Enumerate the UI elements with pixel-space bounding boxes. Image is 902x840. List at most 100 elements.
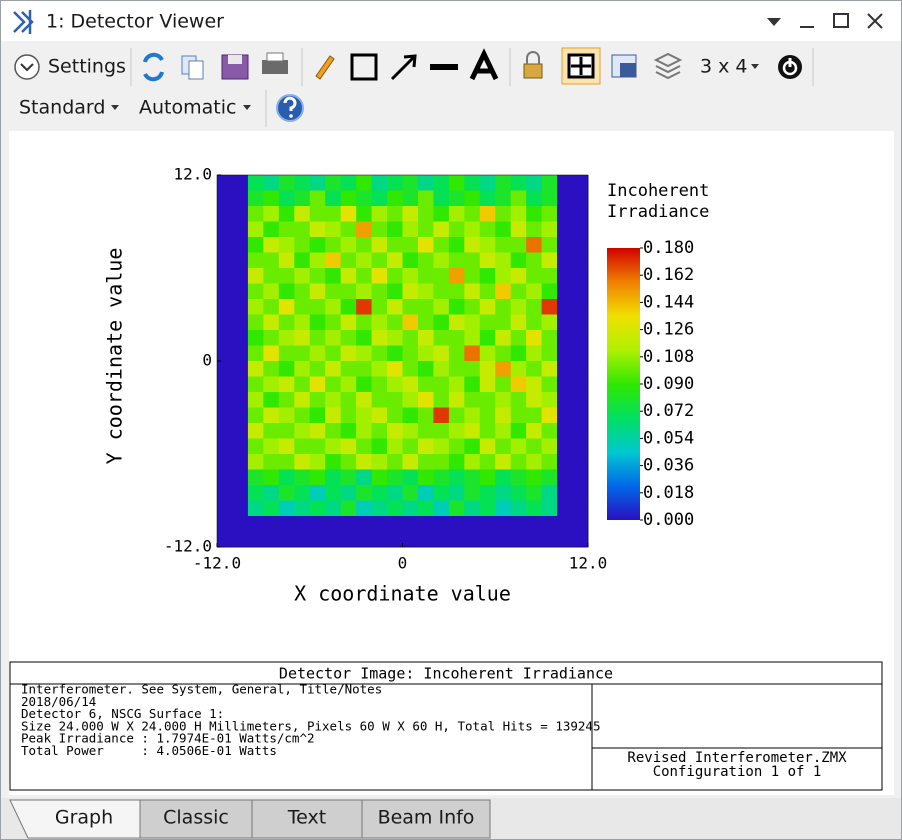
- heatmap-cell: [263, 330, 280, 346]
- heatmap-cell: [309, 376, 326, 393]
- heatmap-cell: [263, 221, 280, 238]
- heatmap-cell: [217, 206, 233, 222]
- colorbar-tick-label: 0.126: [643, 320, 694, 340]
- heatmap-cell: [479, 206, 496, 222]
- heatmap-cell: [417, 361, 434, 377]
- minimize-btn[interactable]: [800, 26, 814, 28]
- tab-label: Text: [287, 807, 326, 829]
- rect-btn[interactable]: [350, 53, 378, 81]
- heatmap-cell: [402, 252, 419, 269]
- maximize-btn[interactable]: [833, 13, 849, 28]
- heatmap-cell: [278, 252, 295, 269]
- heatmap-cell: [387, 392, 403, 408]
- heatmap-cell: [464, 221, 481, 238]
- automatic-dropdown[interactable]: Automatic: [139, 97, 236, 119]
- heatmap-cell: [526, 531, 543, 548]
- heatmap-cell: [433, 252, 450, 269]
- heatmap-cell: [263, 423, 280, 439]
- heatmap-cell: [526, 392, 543, 408]
- heatmap-cell: [557, 283, 573, 300]
- heatmap-cell: [572, 500, 589, 517]
- layers-btn[interactable]: [653, 52, 683, 80]
- heatmap-cell: [371, 516, 388, 532]
- heatmap-cell: [572, 423, 589, 439]
- heatmap-cell: [278, 469, 295, 486]
- heatmap-cell: [495, 516, 512, 532]
- close-btn[interactable]: [867, 13, 883, 29]
- tab[interactable]: [361, 799, 491, 839]
- heatmap-cell: [325, 438, 342, 455]
- heatmap-cell: [356, 299, 372, 315]
- heatmap-cell: [557, 531, 573, 548]
- heatmap-cell: [325, 252, 342, 269]
- pencil-btn[interactable]: [315, 55, 335, 80]
- heatmap-cell: [371, 376, 388, 393]
- heatmap-cell: [309, 438, 326, 455]
- heatmap-cell: [340, 376, 357, 393]
- heatmap-cell: [557, 469, 573, 486]
- layout-caret: [751, 64, 759, 69]
- heatmap-cell: [495, 175, 512, 191]
- standard-dropdown[interactable]: Standard: [19, 97, 105, 119]
- grid-icon-cross: [571, 57, 591, 75]
- heatmap-cell: [309, 314, 326, 331]
- heatmap-cell: [217, 438, 233, 455]
- heatmap-cell: [541, 283, 558, 300]
- heatmap-cell: [263, 531, 280, 548]
- heatmap-cell: [510, 299, 527, 315]
- heatmap-cell: [572, 469, 589, 486]
- heatmap-cell: [402, 299, 419, 315]
- settings-chevron: [20, 63, 34, 72]
- heatmap-cell: [294, 485, 311, 501]
- colorbar-tick-label: 0.018: [643, 483, 694, 503]
- heatmap-cell: [572, 330, 589, 346]
- settings-btn[interactable]: Settings: [14, 54, 126, 80]
- lock-btn[interactable]: [523, 63, 543, 79]
- heatmap-cell: [417, 531, 434, 548]
- heatmap-cell: [387, 206, 403, 222]
- print-btn[interactable]: [262, 60, 288, 74]
- heatmap-cell: [541, 314, 558, 331]
- heatmap-cell: [294, 516, 311, 532]
- dropdown-btn[interactable]: [767, 18, 781, 26]
- heatmap-cell: [448, 330, 465, 346]
- heatmap-cell: [263, 345, 280, 362]
- heatmap-cell: [387, 175, 403, 191]
- heatmap-cell: [510, 407, 527, 424]
- heatmap-cell: [232, 345, 249, 362]
- heatmap-cell: [510, 423, 527, 439]
- heatmap-cell: [526, 454, 543, 470]
- heatmap-cell: [541, 345, 558, 362]
- heatmap-cell: [448, 345, 465, 362]
- heatmap-cell: [541, 268, 558, 284]
- heatmap-cell: [294, 361, 311, 377]
- heatmap-cell: [325, 500, 342, 517]
- heatmap-cell: [464, 454, 481, 470]
- text-btn[interactable]: [469, 48, 499, 81]
- heatmap-cell: [294, 376, 311, 393]
- heatmap-cell: [557, 190, 573, 207]
- heatmap-cell: [371, 407, 388, 424]
- heatmap-cell: [387, 407, 403, 424]
- line-btn[interactable]: [430, 64, 458, 70]
- heatmap-cell: [464, 268, 481, 284]
- heatmap-cell: [464, 283, 481, 300]
- heatmap-cell: [417, 392, 434, 408]
- heatmap-cell: [371, 314, 388, 331]
- info-lines: Interferometer. See System, General, Tit…: [21, 682, 847, 781]
- plot: -12.0 0 12.0 -12.0 0 12.0 X coordinate value Y …: [103, 165, 710, 606]
- heatmap-cell: [278, 423, 295, 439]
- heatmap-cell: [356, 175, 372, 191]
- layout-label[interactable]: 3 x 4: [700, 56, 748, 78]
- heatmap-cell: [417, 283, 434, 300]
- heatmap-cell: [402, 314, 419, 331]
- heatmap-cell: [572, 392, 589, 408]
- heatmap-cell: [371, 454, 388, 470]
- heatmap-cell: [371, 190, 388, 207]
- refresh-btn[interactable]: [143, 52, 164, 82]
- arrow-btn[interactable]: [390, 54, 417, 81]
- heatmap-cell: [479, 268, 496, 284]
- heatmap-cell: [356, 252, 372, 269]
